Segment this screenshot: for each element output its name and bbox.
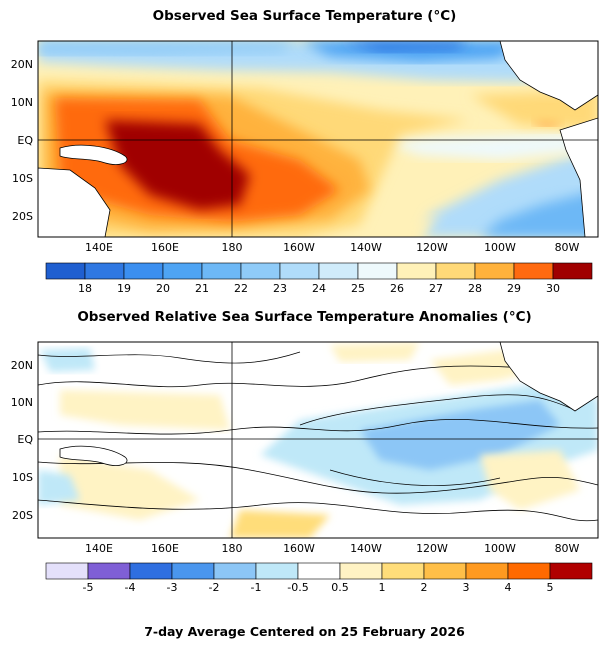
legend-value-label: 4 — [505, 581, 512, 594]
sst-lat-axis: 20N 10N EQ 10S 20S — [11, 58, 34, 223]
legend-swatch — [129, 562, 173, 580]
legend-value-label: 20 — [156, 282, 170, 295]
lat-tick-label: EQ — [17, 134, 33, 147]
legend-swatch — [45, 562, 89, 580]
legend-swatch — [396, 262, 437, 280]
legend-swatch — [213, 562, 257, 580]
legend-swatch — [339, 562, 383, 580]
sst-map-title: Observed Sea Surface Temperature (°C) — [152, 8, 457, 24]
legend-value-label: 29 — [507, 282, 521, 295]
legend-swatch — [279, 262, 320, 280]
legend-swatch — [255, 562, 299, 580]
legend-swatch — [84, 262, 125, 280]
sst-lon-axis: 140E 160E 180 160W 140W 120W 100W 80W — [85, 241, 580, 254]
lat-tick-label: 20S — [12, 509, 33, 522]
lat-tick-label: 20S — [12, 210, 33, 223]
legend-swatch — [297, 562, 341, 580]
legend-swatch — [201, 262, 242, 280]
legend-value-label: 5 — [547, 581, 554, 594]
legend-value-label: 30 — [546, 282, 560, 295]
anomaly-color-legend — [45, 562, 593, 580]
legend-value-label: 22 — [234, 282, 248, 295]
legend-value-label: 25 — [351, 282, 365, 295]
legend-value-label: 3 — [463, 581, 470, 594]
lon-tick-label: 180 — [222, 241, 243, 254]
sst-color-legend — [45, 262, 593, 280]
legend-swatch — [465, 562, 509, 580]
lat-tick-label: EQ — [17, 433, 33, 446]
lon-tick-label: 160W — [283, 241, 315, 254]
legend-swatch — [435, 262, 476, 280]
legend-value-label: 27 — [429, 282, 443, 295]
legend-swatch — [474, 262, 515, 280]
legend-swatch — [549, 562, 593, 580]
legend-swatch — [87, 562, 131, 580]
legend-value-label: -2 — [209, 581, 220, 594]
lon-tick-label: 80W — [555, 542, 580, 555]
legend-value-label: 28 — [468, 282, 482, 295]
legend-swatch — [423, 562, 467, 580]
legend-value-label: 26 — [390, 282, 404, 295]
legend-value-label: -5 — [83, 581, 94, 594]
lon-tick-label: 160E — [151, 542, 179, 555]
sst-field — [38, 41, 598, 237]
lon-tick-label: 100W — [484, 542, 516, 555]
lat-tick-label: 10S — [12, 471, 33, 484]
lon-tick-label: 160E — [151, 241, 179, 254]
sst-legend-labels: 18 19 20 21 22 23 24 25 26 27 28 29 30 — [78, 282, 560, 295]
legend-swatch — [123, 262, 164, 280]
lat-tick-label: 20N — [11, 359, 33, 372]
legend-value-label: 0.5 — [331, 581, 349, 594]
lon-tick-label: 100W — [484, 241, 516, 254]
legend-swatch — [45, 262, 86, 280]
lon-tick-label: 160W — [283, 542, 315, 555]
legend-value-label: 1 — [379, 581, 386, 594]
legend-swatch — [513, 262, 554, 280]
lat-tick-label: 20N — [11, 58, 33, 71]
lon-tick-label: 120W — [416, 241, 448, 254]
legend-value-label: -0.5 — [287, 581, 308, 594]
anomaly-lon-axis: 140E 160E 180 160W 140W 120W 100W 80W — [85, 542, 580, 555]
lon-tick-label: 80W — [555, 241, 580, 254]
legend-swatch — [552, 262, 593, 280]
legend-value-label: 24 — [312, 282, 326, 295]
legend-value-label: 21 — [195, 282, 209, 295]
lon-tick-label: 140E — [85, 241, 113, 254]
date-caption: 7-day Average Centered on 25 February 20… — [144, 624, 465, 639]
anomaly-map-frame — [37, 341, 599, 539]
lon-tick-label: 120W — [416, 542, 448, 555]
legend-swatch — [381, 562, 425, 580]
anomaly-field — [38, 342, 598, 538]
lon-tick-label: 180 — [222, 542, 243, 555]
anomaly-lat-axis: 20N 10N EQ 10S 20S — [11, 359, 34, 522]
lat-tick-label: 10S — [12, 172, 33, 185]
legend-value-label: -4 — [125, 581, 136, 594]
lon-tick-label: 140W — [350, 542, 382, 555]
lon-tick-label: 140W — [350, 241, 382, 254]
legend-value-label: -3 — [167, 581, 178, 594]
legend-swatch — [240, 262, 281, 280]
legend-value-label: 2 — [421, 581, 428, 594]
legend-value-label: 19 — [117, 282, 131, 295]
legend-value-label: 23 — [273, 282, 287, 295]
lon-tick-label: 140E — [85, 542, 113, 555]
sst-map-frame — [37, 40, 599, 238]
anomaly-legend-labels: -5 -4 -3 -2 -1 -0.5 0.5 1 2 3 4 5 — [83, 581, 554, 594]
legend-swatch — [318, 262, 359, 280]
legend-swatch — [171, 562, 215, 580]
legend-swatch — [162, 262, 203, 280]
legend-value-label: -1 — [251, 581, 262, 594]
legend-value-label: 18 — [78, 282, 92, 295]
anomaly-map-title: Observed Relative Sea Surface Temperatur… — [77, 309, 532, 325]
lat-tick-label: 10N — [11, 396, 33, 409]
lat-tick-label: 10N — [11, 96, 33, 109]
legend-swatch — [507, 562, 551, 580]
legend-swatch — [357, 262, 398, 280]
